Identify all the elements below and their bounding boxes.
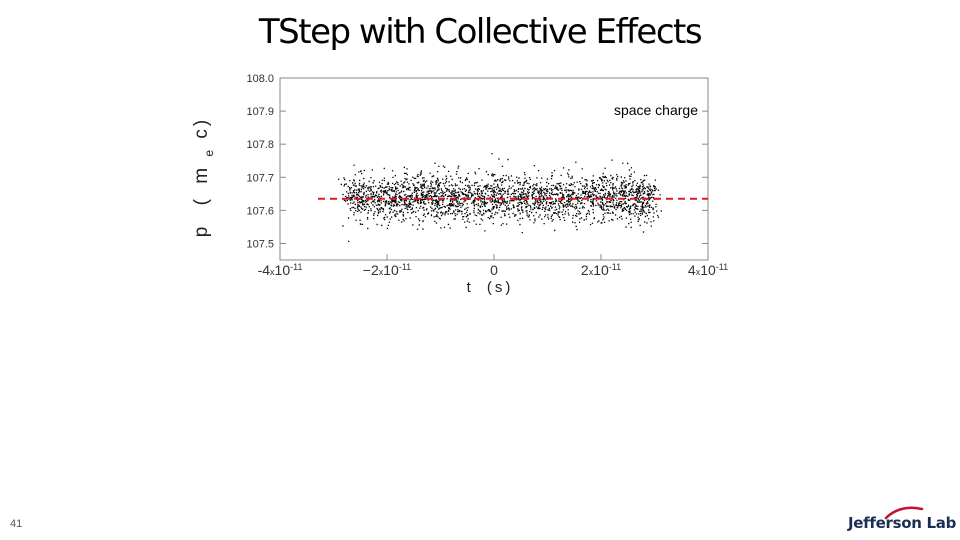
x-tick-label-exp: -11 <box>716 262 728 272</box>
annotation-space-charge: space charge <box>614 102 698 118</box>
x-tick-label-base: 10 <box>275 262 291 278</box>
x-tick-label-exp: -11 <box>290 262 302 272</box>
logo-text: Jefferson Lab <box>848 514 957 532</box>
x-tick-label-base: 10 <box>700 262 716 278</box>
y-tick-label: 107.8 <box>246 139 274 151</box>
x-tick-label: -4x10-11 <box>258 262 303 278</box>
logo-swoosh-icon <box>884 506 924 520</box>
x-tick-label-mant: 4 <box>688 262 696 278</box>
y-axis-label-main: p <box>191 224 212 238</box>
x-tick-label-mant: −2 <box>363 262 379 278</box>
x-axis-label: t (s) <box>467 279 514 296</box>
x-tick-label-base: 10 <box>593 262 609 278</box>
x-axis-label-unit: (s) <box>487 279 514 296</box>
x-tick-label-times: x <box>696 267 701 277</box>
jefferson-lab-logo: Jefferson Lab <box>846 506 958 536</box>
x-tick-label-times: x <box>270 267 275 277</box>
x-tick-label-times: x <box>379 267 384 277</box>
y-tick-label: 108.0 <box>246 73 274 85</box>
y-axis-label-unit-sub: e <box>202 147 216 157</box>
x-axis-label-main: t <box>467 279 474 296</box>
x-tick-label: 2x10-11 <box>581 262 621 278</box>
x-tick-label-mant: 0 <box>490 262 498 278</box>
x-tick-label-exp: -11 <box>399 262 411 272</box>
y-axis-ticks: 108.0 107.9 107.8 107.7 107.6 107.5 <box>246 73 708 250</box>
y-axis-label-unit-main: m <box>191 165 212 184</box>
x-tick-label-mant: 2 <box>581 262 589 278</box>
y-axis-label-unit-end: c) <box>191 117 212 139</box>
y-axis-label-paren: ( <box>191 196 212 205</box>
y-axis-label: p ( m e c) <box>191 117 218 237</box>
slide-title: TStep with Collective Effects <box>258 12 703 52</box>
x-tick-label: −2x10-11 <box>363 262 411 278</box>
x-tick-label-mant: -4 <box>258 262 271 278</box>
y-tick-label: 107.9 <box>246 106 274 118</box>
x-tick-label-base: 10 <box>383 262 399 278</box>
x-tick-label: 0 <box>490 262 498 278</box>
x-tick-label-times: x <box>589 267 594 277</box>
slide-number: 41 <box>10 518 23 530</box>
y-tick-label: 107.7 <box>246 172 274 184</box>
y-tick-label: 107.5 <box>246 238 274 250</box>
x-tick-label: 4x10-11 <box>688 262 728 278</box>
scatter-points <box>338 153 662 242</box>
scatter-point-cloud <box>338 153 662 242</box>
x-tick-label-exp: -11 <box>609 262 621 272</box>
x-axis-ticks: -4x10-11 −2x10-11 0 2x10-11 4x10-11 <box>258 254 728 278</box>
y-tick-label: 107.6 <box>246 205 274 217</box>
